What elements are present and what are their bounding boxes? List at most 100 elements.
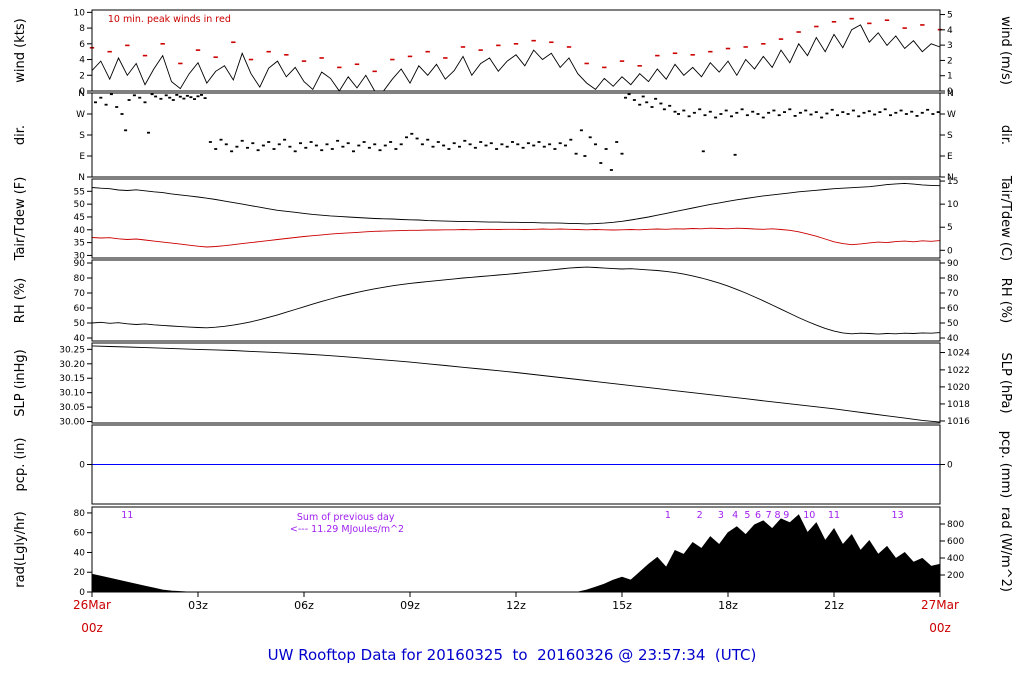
x-axis: 03z 06z 09z 12z 15z 18z 21z 26Mar 00z 27Mar 00z [73,592,959,635]
series-slp-inhg [91,345,941,423]
ytick-left-label: 2 [79,71,85,81]
ylabel-right-direction: dir. [998,125,1013,145]
ylabel-left-direction: dir. [13,125,28,145]
ytick-left-label: 70 [74,289,86,299]
annotation: 13 [892,510,904,521]
ytick-left-label: 6 [79,40,85,50]
panel-wind: 0 2 4 6 8 10 0 1 2 3 4 5 wind (kts) wind (m/s) 10 min.… [13,8,1013,97]
ylabel-left-temperature: Tair/Tdew (F) [13,177,28,262]
chart-title: UW Rooftop Data for 20160325 to 20160326… [267,646,757,664]
ytick-left-label: N [78,89,85,99]
ytick-right-label: 800 [947,520,964,530]
ytick-right-label: 3 [947,41,953,51]
series-tdew-f [91,227,941,248]
ytick-right-label: W [947,110,956,120]
ytick-right-label: 1020 [947,383,970,393]
annotation: 10 min. peak winds in red [108,14,231,25]
annotation: 2 [697,510,703,521]
panel-radiation: 0 20 40 60 80 200 400 600 800 rad(Lgly/hr) rad (W/… [13,506,1013,598]
ytick-left-label: 60 [74,529,86,539]
ytick-right-label: 0 [947,87,953,97]
ylabel-right-temperature: Tair/Tdew (C) [998,175,1013,261]
annotation: 11 [828,510,840,521]
ytick-left-label: 30 [74,251,86,261]
ylabel-right-radiation: rad (W/m^2) [998,507,1013,592]
annotation: Sum of previous day [297,512,395,523]
xaxis-hour-label: 00z [929,621,951,635]
ytick-left-label: 30.20 [59,360,85,370]
ytick-left-label: 50 [74,200,86,210]
panel-border [91,259,941,342]
ytick-left-label: 0 [79,87,85,97]
annotation: 10 [803,510,815,521]
ytick-left-label: 40 [74,548,86,558]
ytick-right-label: 0 [947,461,953,471]
series-tair-f [91,182,941,225]
panel-border [91,342,941,424]
ytick-right-label: 10 [947,200,959,210]
panel-border [91,9,941,92]
xtick-label: 09z [400,599,420,612]
ytick-right-label: 200 [947,571,964,581]
ytick-left-label: 40 [74,334,86,344]
series-wind-direction-deg [94,93,940,171]
ytick-right-label: 1018 [947,400,970,410]
xaxis-hour-label: 00z [81,621,103,635]
ytick-left-label: 80 [74,274,86,284]
annotation: 8 [774,510,780,521]
annotation: 4 [732,510,738,521]
ytick-right-label: N [947,89,954,99]
annotation: <--- 11.29 MJoules/m^2 [290,524,404,535]
ylabel-right-wind: wind (m/s) [998,16,1013,85]
ylabel-right-precipitation: pcp. (mm) [998,431,1013,498]
series-peak-wind-kts [89,17,943,73]
panel-temperature: 30 35 40 45 50 55 0 5 10 15 Tair/Tdew (F) Tair/Tdew… [13,175,1013,262]
ytick-right-label: 15 [947,177,958,187]
ytick-left-label: 80 [74,509,86,519]
ylabel-right-sea-level-pressure: SLP (hPa) [998,352,1013,413]
ytick-left-label: 4 [79,56,85,66]
ytick-left-label: 30.00 [59,418,85,428]
ytick-left-label: 0 [79,588,85,598]
ytick-right-label: 2 [947,56,953,66]
ytick-right-label: 4 [947,26,953,36]
series-rh-percent [91,266,941,335]
ytick-right-label: 0 [947,246,953,256]
ylabel-left-radiation: rad(Lgly/hr) [13,511,28,587]
ytick-left-label: W [76,110,85,120]
annotation: 3 [718,510,724,521]
annotation: 9 [783,510,789,521]
annotation: 6 [755,510,761,521]
xtick-label: 12z [506,599,526,612]
ytick-left-label: 30.05 [59,403,85,413]
panel-precipitation: 0 0 pcp. (in) pcp. (mm) [13,424,1013,505]
xtick-label: 21z [824,599,844,612]
ytick-right-label: 1 [947,72,953,82]
ytick-right-label: 60 [947,304,959,314]
ytick-left-label: 8 [79,24,85,34]
ytick-right-label: 40 [947,334,959,344]
ylabel-right-relative-humidity: RH (%) [998,278,1013,323]
ytick-left-label: 20 [74,568,86,578]
ytick-right-label: 5 [947,11,953,21]
ytick-right-label: N [947,173,954,183]
ytick-right-label: 1016 [947,417,970,427]
xaxis-date-label: 26Mar [73,598,111,612]
ytick-left-label: 0 [79,461,85,471]
xtick-label: 18z [718,599,738,612]
ytick-right-label: 90 [947,259,959,269]
annotation: 5 [744,510,750,521]
panel-relative-humidity: 40 50 60 70 80 90 40 50 60 70 80 90 RH (%) RH (%) [13,259,1013,344]
ytick-left-label: 35 [74,239,85,249]
series-wind-speed-kts [91,24,941,92]
panel-border [91,178,941,259]
ytick-left-label: 55 [74,187,85,197]
ytick-left-label: 45 [74,213,85,223]
ytick-right-label: 80 [947,274,959,284]
ytick-left-label: 30.10 [59,389,85,399]
annotation: 7 [766,510,772,521]
ytick-left-label: 30.25 [59,345,85,355]
